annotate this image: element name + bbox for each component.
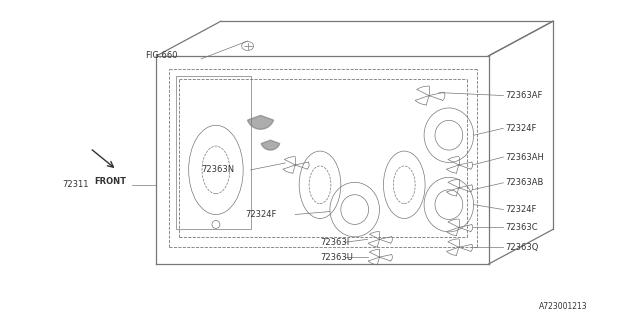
Text: 72363N: 72363N (201, 165, 234, 174)
Polygon shape (261, 140, 280, 150)
Text: 72363I: 72363I (320, 238, 349, 247)
Text: 72363AF: 72363AF (506, 91, 543, 100)
Text: 72311: 72311 (62, 180, 89, 189)
Text: 72363AB: 72363AB (506, 178, 544, 187)
Text: FIG.660: FIG.660 (145, 52, 178, 60)
Text: 72324F: 72324F (506, 205, 537, 214)
Text: 72363C: 72363C (506, 223, 538, 232)
Text: 72363U: 72363U (320, 253, 353, 262)
Polygon shape (248, 116, 273, 129)
Text: A723001213: A723001213 (539, 302, 588, 311)
Text: 72363AH: 72363AH (506, 153, 544, 162)
Text: 72363Q: 72363Q (506, 243, 539, 252)
Text: 72324F: 72324F (506, 124, 537, 133)
Text: FRONT: FRONT (94, 177, 126, 186)
Text: 72324F: 72324F (246, 210, 277, 219)
